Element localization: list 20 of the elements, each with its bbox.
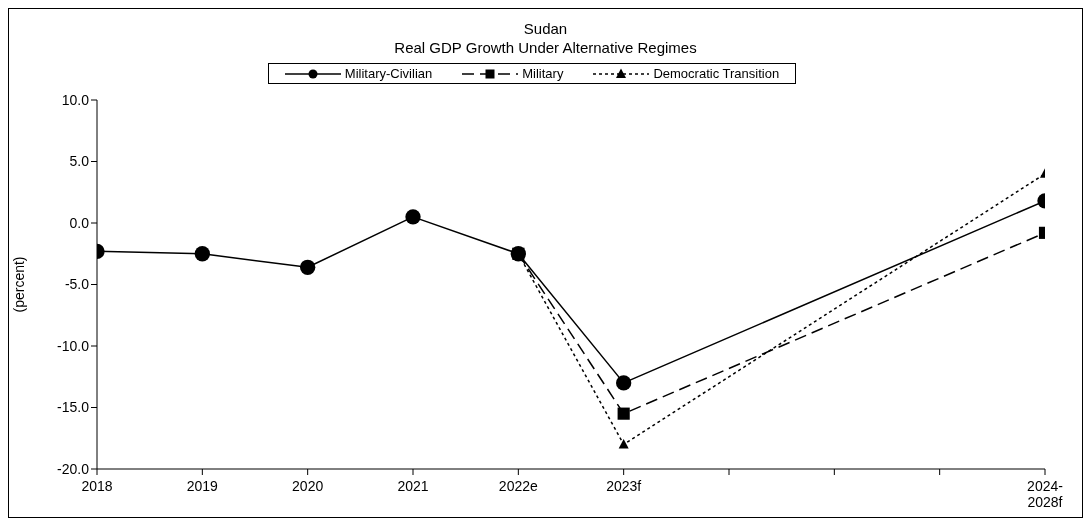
legend-label: Military <box>522 66 564 81</box>
x-tick-label: 2020 <box>292 478 324 494</box>
legend-label: Military-Civilian <box>344 66 433 81</box>
y-tick-label: -15.0 <box>57 399 90 416</box>
chart-title: Sudan <box>522 19 569 38</box>
x-tick-label: 2022e <box>498 478 539 494</box>
y-axis-title: (percent) <box>10 256 27 313</box>
y-tick-label: 5.0 <box>69 153 90 170</box>
y-tick-label: -5.0 <box>64 276 90 293</box>
x-tick-label: 2021 <box>397 478 429 494</box>
x-tick-label: 2018 <box>81 478 113 494</box>
x-tick-label: 2019 <box>186 478 219 494</box>
y-tick-label: -20.0 <box>57 460 90 477</box>
y-tick-label: 10.0 <box>61 91 90 108</box>
y-tick-label: -10.0 <box>57 337 90 354</box>
x-tick-label: 2024-2028f <box>1027 478 1064 510</box>
legend-label: Democratic Transition <box>653 66 780 81</box>
y-tick-label: 0.0 <box>69 214 90 231</box>
chart-subtitle: Real GDP Growth Under Alternative Regimes <box>393 38 698 57</box>
x-tick-label: 2023f <box>606 478 642 494</box>
